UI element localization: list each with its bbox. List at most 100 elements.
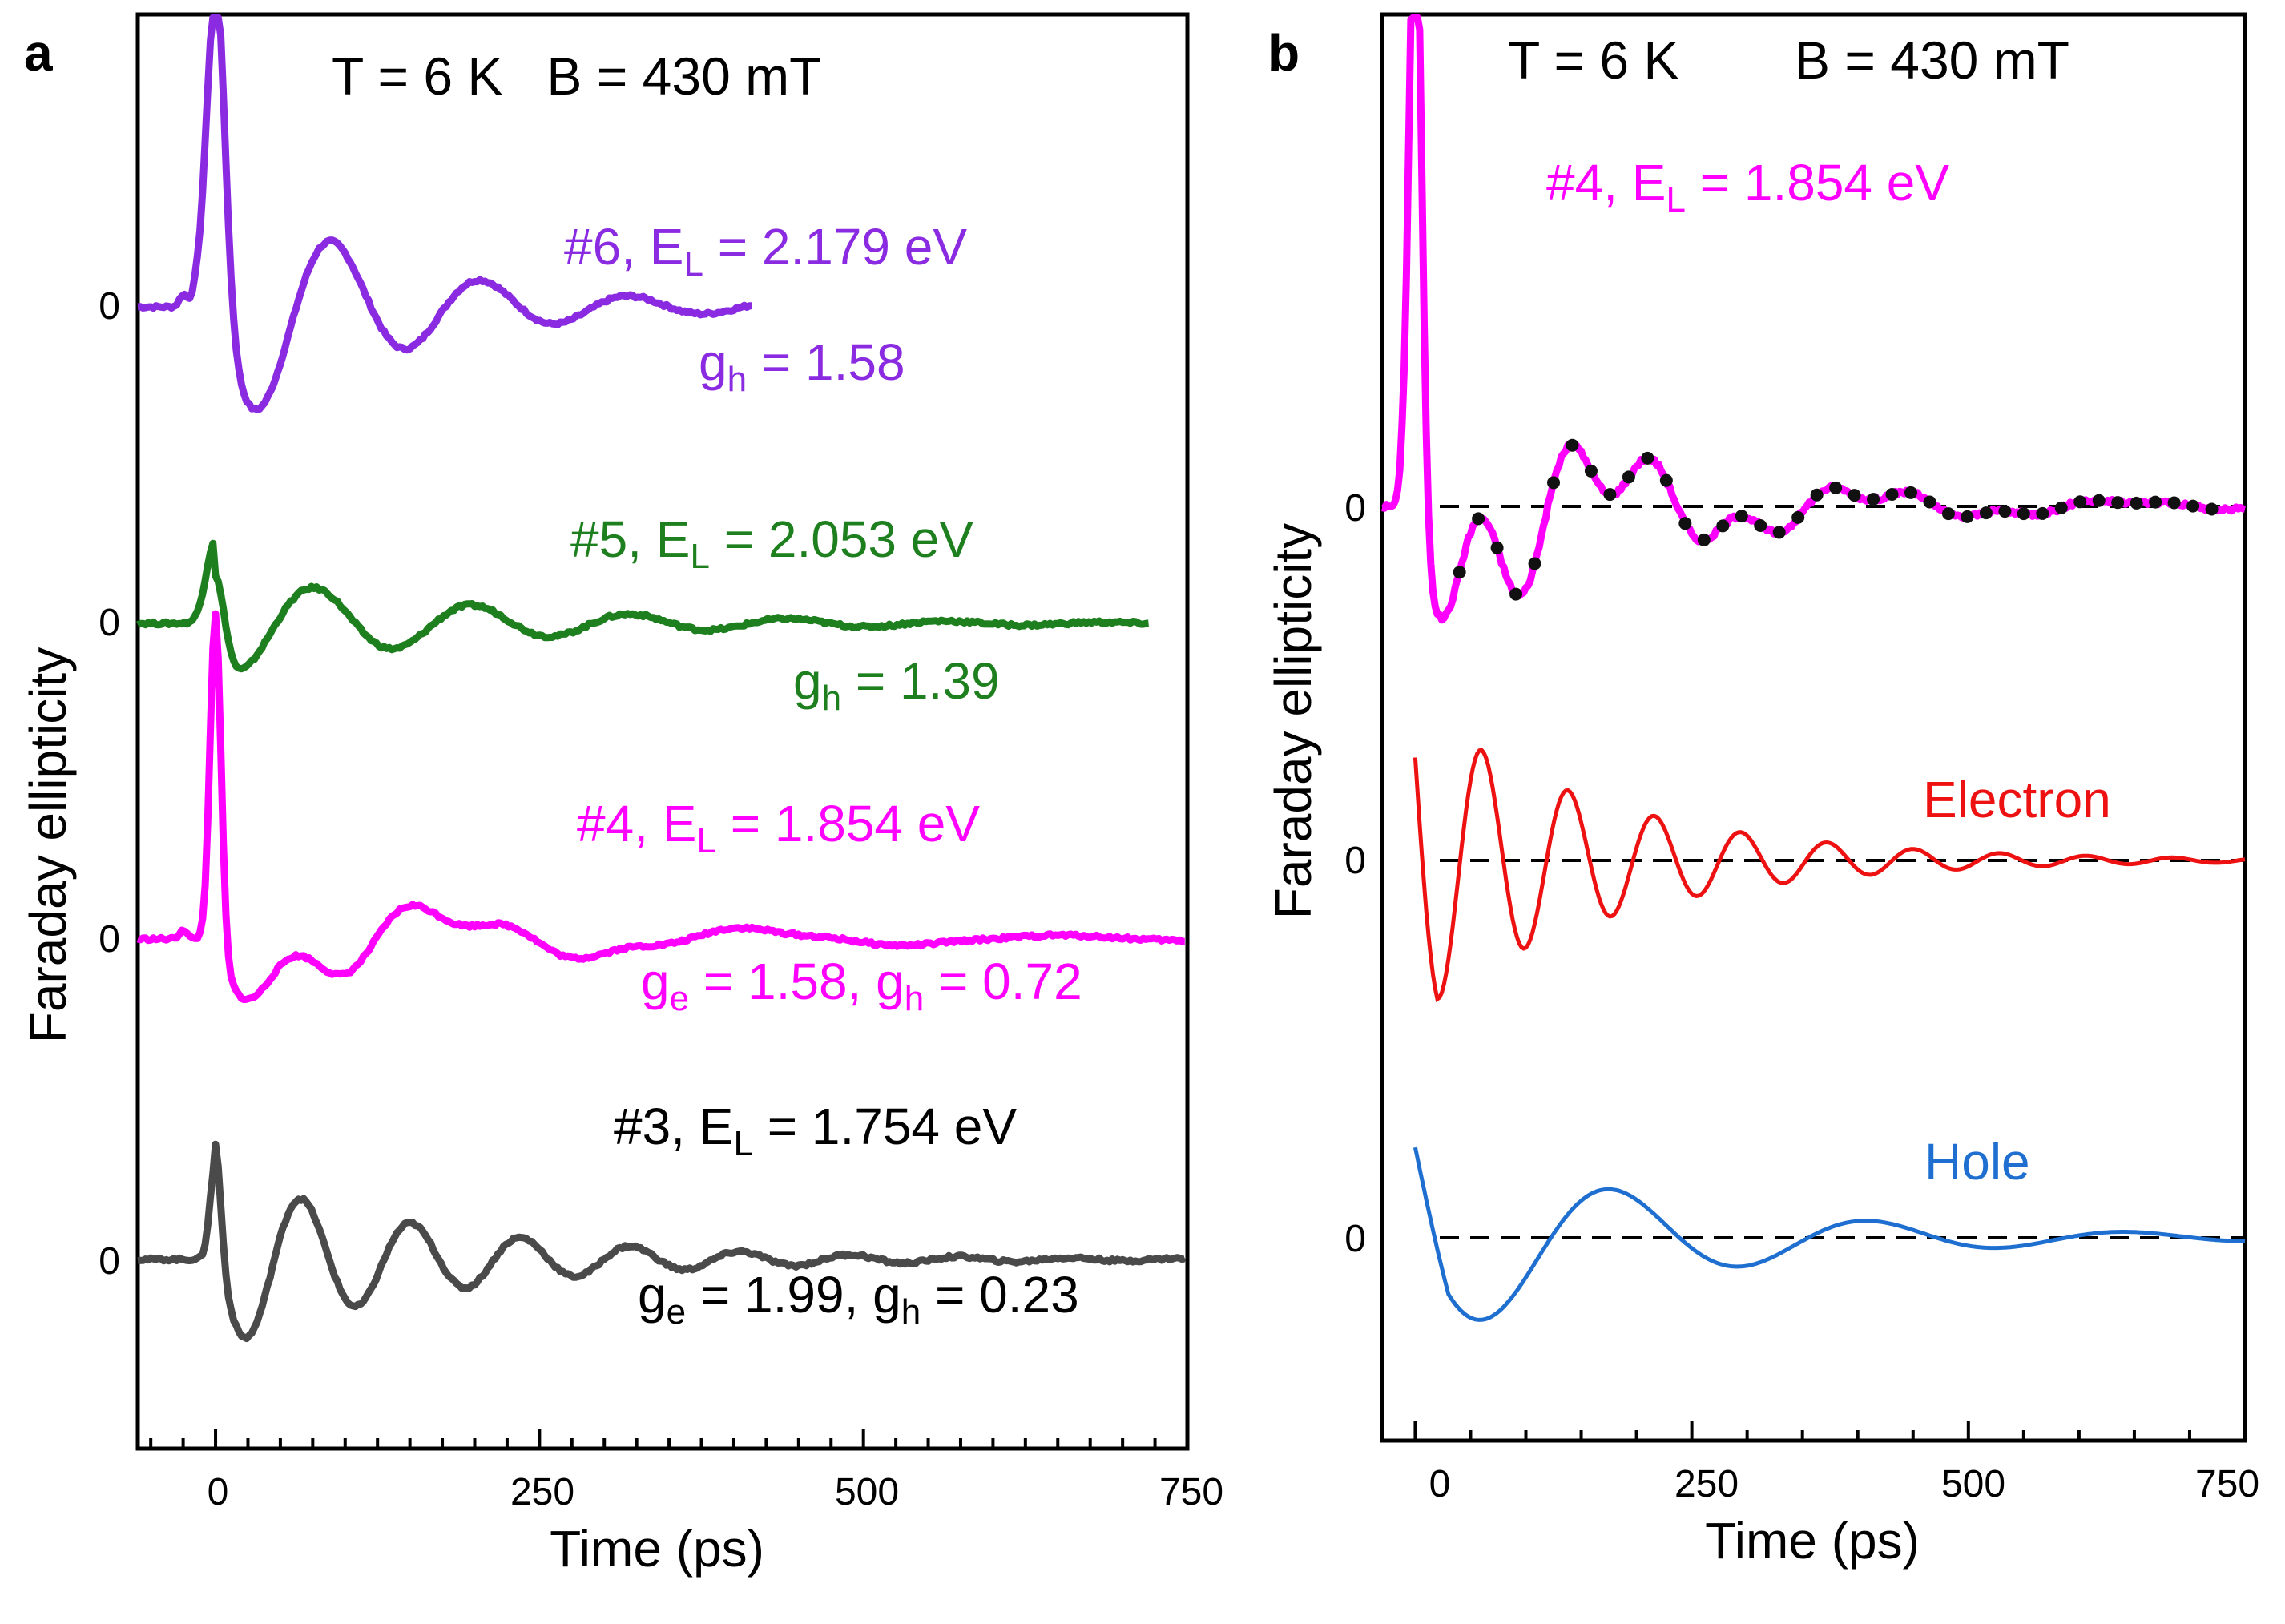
series-6-label-prefix: #6, E <box>564 218 683 276</box>
panel-a-xtick-label: 0 <box>208 1471 229 1513</box>
panel-a-ticks <box>149 1429 1189 1449</box>
data-label-sub: L <box>1666 180 1685 220</box>
fit-point <box>1848 489 1861 502</box>
series-line-6 <box>136 14 753 413</box>
fit-point <box>1867 493 1880 506</box>
g-part: = 1.58 <box>747 333 905 391</box>
fit-point <box>1659 473 1673 487</box>
series-line-5 <box>136 539 1150 673</box>
panel-b-zero-labels: 0 0 0 <box>1344 487 1366 1260</box>
fit-point <box>1641 451 1654 465</box>
panel-a-xtick-label: 250 <box>510 1471 574 1513</box>
fit-point <box>1566 438 1579 452</box>
hole-line <box>1413 1146 2246 1322</box>
fit-point <box>1509 587 1523 601</box>
panel-a-xtick-label: 750 <box>1159 1471 1223 1513</box>
fit-point <box>1961 510 1974 523</box>
series-line-4 <box>136 610 1186 1004</box>
series-6-label: #6, EL = 2.179 eV <box>564 218 967 284</box>
zero-label-data: 0 <box>1344 487 1366 530</box>
fit-point <box>2111 496 2125 510</box>
panel-b-xtick-label: 500 <box>1941 1463 2005 1505</box>
g-sub: h <box>905 979 924 1018</box>
fit-point <box>2167 496 2181 510</box>
panel-b-xtick-label: 250 <box>1674 1463 1739 1505</box>
electron-line <box>1413 748 2246 1003</box>
panel-b-ylabel: Faraday ellipticity <box>1264 523 1322 919</box>
fit-point <box>1622 470 1635 484</box>
fit-point <box>2205 502 2219 516</box>
panel-b-frame <box>1380 12 2247 1443</box>
panel-a-title: T = 6 K B = 430 mT <box>332 46 821 106</box>
series-5-label: #5, EL = 2.053 eV <box>570 510 973 576</box>
fit-point <box>1678 517 1692 530</box>
fit-point <box>2186 499 2200 513</box>
g-part: = 1.58, g <box>689 953 905 1010</box>
g-part: g <box>641 953 670 1010</box>
fit-point <box>1584 464 1598 478</box>
g-sub: h <box>822 679 841 718</box>
series-4-label-suffix: = 1.854 eV <box>716 795 980 852</box>
series-6-g-label: gh = 1.58 <box>699 333 905 399</box>
fit-point <box>1941 507 1955 521</box>
fit-point <box>1697 533 1711 546</box>
g-part: = 1.39 <box>841 652 1000 710</box>
electron-label: Electron <box>1923 771 2111 828</box>
series-3-label-sub: L <box>733 1124 752 1163</box>
series-4-label-prefix: #4, E <box>577 795 696 852</box>
fit-point <box>1716 519 1730 533</box>
series-line-3 <box>136 1140 1187 1343</box>
panel-b-title: T = 6 K <box>1508 30 1678 90</box>
fit-point <box>1547 476 1561 490</box>
series-5-label-prefix: #5, E <box>570 510 690 568</box>
fit-point <box>1979 506 1993 520</box>
g-sub: e <box>667 1292 686 1332</box>
data-label-prefix: #4, E <box>1546 154 1666 212</box>
zero-label-hole: 0 <box>1344 1218 1366 1260</box>
series-5-g-label: gh = 1.39 <box>793 652 1000 718</box>
fit-point <box>1772 526 1786 539</box>
panel-b-plot-area <box>1380 14 2247 1322</box>
fit-point <box>2054 501 2068 514</box>
panel-a: a T = 6 K B = 430 mT Faraday ellipticity… <box>19 12 1223 1578</box>
hole-label: Hole <box>1924 1133 2030 1191</box>
series-3-g-label: ge = 1.99, gh = 0.23 <box>638 1266 1079 1332</box>
fit-point <box>1528 557 1541 570</box>
panel-b-title-2: B = 430 mT <box>1795 30 2069 90</box>
fit-point <box>1885 487 1899 501</box>
panel-a-tick-labels: 0 250 500 750 <box>208 1471 1223 1513</box>
fit-point <box>2130 496 2143 510</box>
series-6-label-suffix: = 2.179 eV <box>703 218 967 276</box>
fit-point <box>1490 541 1504 554</box>
panel-b-data-label: #4, EL = 1.854 eV <box>1546 154 1949 220</box>
g-sub: h <box>901 1292 921 1332</box>
panel-a-series-labels: #6, EL = 2.179 eV gh = 1.58 #5, EL = 2.0… <box>564 218 1082 1332</box>
fit-point <box>2149 495 2162 509</box>
g-part: g <box>699 333 727 391</box>
fit-point <box>1829 481 1843 494</box>
panel-a-plot-area <box>136 14 1187 1343</box>
series-6-label-sub: L <box>683 244 703 284</box>
fit-point <box>2092 494 2106 507</box>
zero-label-series-6: 0 <box>99 285 120 328</box>
fit-point <box>1735 510 1748 523</box>
zero-label-series-5: 0 <box>99 602 120 644</box>
fit-point <box>1904 486 1918 499</box>
panel-b-ticks <box>1413 1421 2247 1441</box>
fit-point <box>1754 519 1767 533</box>
panel-b-xlabel: Time (ps) <box>1705 1512 1920 1570</box>
fit-point <box>1453 566 1466 579</box>
g-part: = 0.23 <box>921 1266 1079 1324</box>
panel-a-xtick-label: 500 <box>835 1471 899 1513</box>
fit-point <box>1472 512 1485 526</box>
fit-point <box>2017 507 2030 521</box>
series-4-label: #4, EL = 1.854 eV <box>577 795 980 860</box>
panel-a-ylabel: Faraday ellipticity <box>19 647 77 1043</box>
series-4-g-label: ge = 1.58, gh = 0.72 <box>641 953 1082 1018</box>
fit-point <box>1603 488 1617 502</box>
panel-a-xlabel: Time (ps) <box>550 1520 764 1578</box>
g-sub: h <box>727 360 747 399</box>
panel-b: b T = 6 K B = 430 mT Faraday ellipticity… <box>1264 12 2259 1570</box>
series-4-label-sub: L <box>696 821 715 860</box>
